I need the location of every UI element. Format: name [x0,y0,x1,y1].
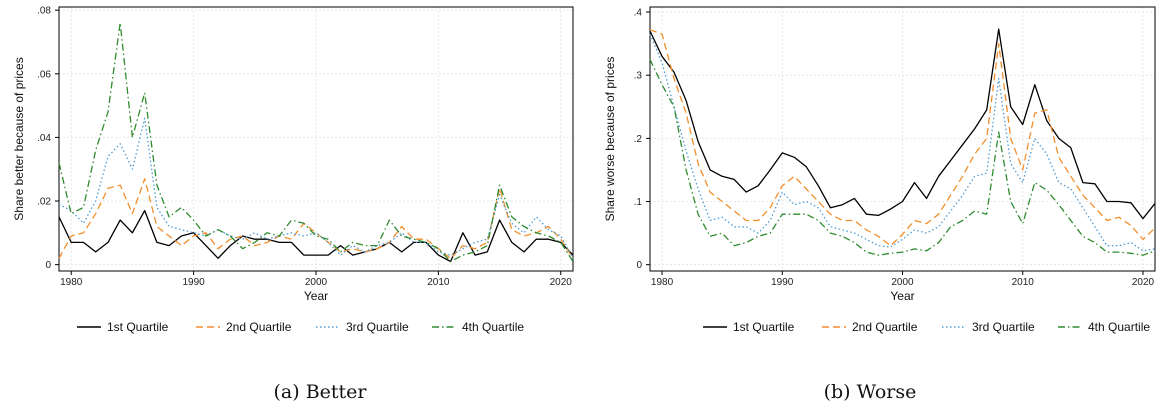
series-line-q1 [58,209,574,263]
chart-panel-1: 0 .02 .04 .06 .08 1980 1990 2000 2010 2020 Year Sha… [12,6,574,403]
x-tick-label: 2010 [1012,277,1035,288]
x-axis-label: Year [890,289,914,303]
panel-caption: (b) Worse [824,381,917,403]
legend: 1st Quartile 2nd Quartile 3rd Quartile 4th … [77,320,524,334]
legend-label: 3rd Quartile [972,320,1035,334]
y-tick-label: .2 [634,134,643,145]
x-tick-label: 1990 [771,277,794,288]
x-axis-label: Year [304,289,328,303]
y-tick-label: .04 [37,133,51,144]
y-tick-label: .4 [634,8,643,19]
legend-label: 1st Quartile [733,320,795,334]
x-tick-label: 1990 [182,277,205,288]
legend-label: 3rd Quartile [346,320,409,334]
y-tick-label: .08 [37,6,51,17]
series-line-q4 [649,59,1156,256]
y-axis-label: Share better because of prices [12,57,26,220]
y-tick-label: .06 [37,69,51,80]
legend-label: 2nd Quartile [226,320,292,334]
x-tick-label: 1980 [60,277,83,288]
y-tick-label: .1 [634,197,643,208]
x-tick-label: 1980 [651,277,674,288]
x-tick-label: 2020 [550,277,573,288]
x-tick-label: 2010 [427,277,450,288]
legend-label: 4th Quartile [462,320,524,334]
chart-panel-2: 0 .1 .2 .3 .4 1980 1990 2000 2010 2020 Year Share w… [603,6,1156,403]
legend-label: 2nd Quartile [852,320,918,334]
legend: 1st Quartile 2nd Quartile 3rd Quartile 4th … [703,320,1150,334]
x-tick-label: 2000 [891,277,914,288]
series-line-q2 [58,178,574,259]
legend-label: 4th Quartile [1088,320,1150,334]
x-tick-label: 2000 [305,277,328,288]
series-line-q3 [649,33,1156,252]
series-line-q2 [649,29,1156,247]
y-tick-label: .02 [37,197,51,208]
x-tick-label: 2020 [1132,277,1155,288]
y-tick-label: 0 [636,260,642,271]
series-line-q3 [58,117,574,259]
y-tick-label: 0 [45,260,51,271]
legend-label: 1st Quartile [107,320,169,334]
y-tick-label: .3 [634,71,643,82]
y-axis-label: Share worse because of prices [603,57,617,222]
series-line-q1 [649,28,1156,220]
panel-caption: (a) Better [274,381,368,403]
